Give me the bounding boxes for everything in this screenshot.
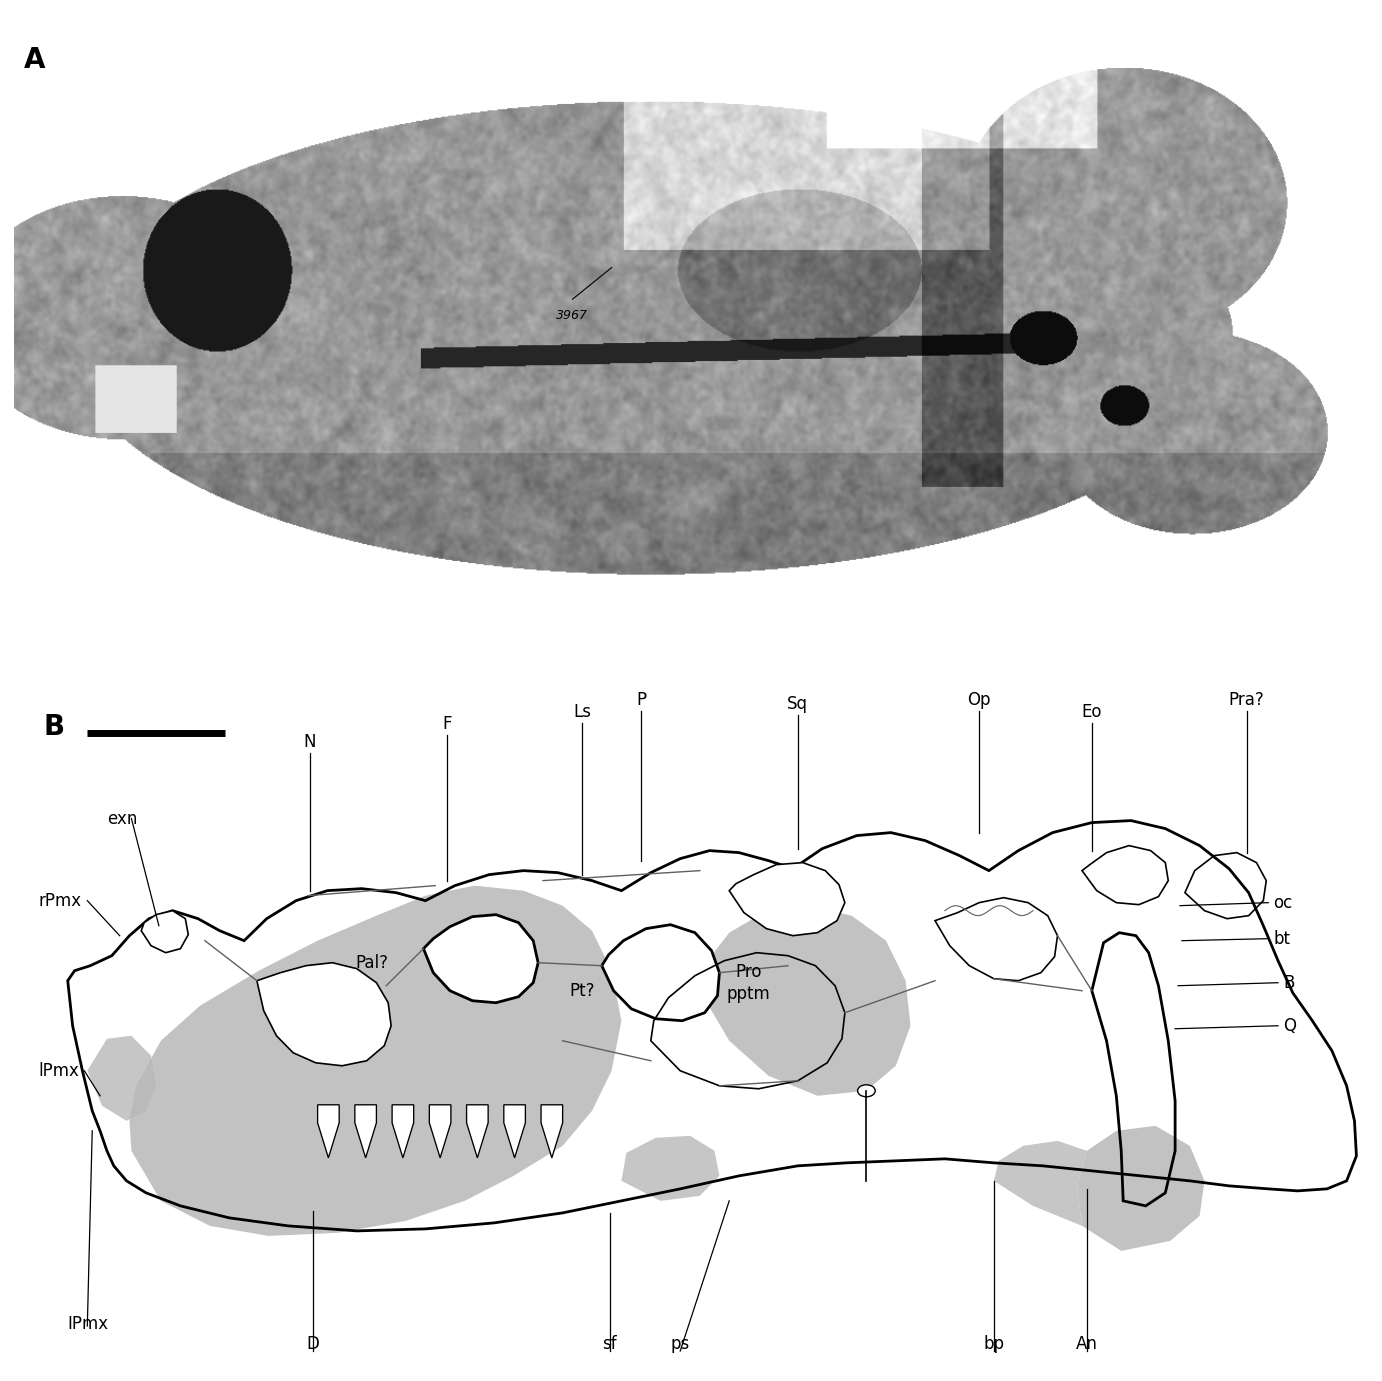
Text: Pt?: Pt?: [569, 982, 596, 1000]
Polygon shape: [622, 1135, 720, 1201]
Text: A: A: [23, 46, 46, 73]
Polygon shape: [542, 1105, 562, 1157]
Text: pptm: pptm: [727, 985, 771, 1003]
Polygon shape: [1077, 1126, 1205, 1251]
Polygon shape: [601, 925, 720, 1021]
Polygon shape: [699, 906, 911, 1095]
Text: 3967: 3967: [557, 308, 589, 322]
Text: bp: bp: [984, 1335, 1005, 1353]
Polygon shape: [392, 1105, 413, 1157]
Text: Pra?: Pra?: [1229, 690, 1265, 708]
Text: lPmx: lPmx: [39, 1062, 79, 1080]
Polygon shape: [430, 1105, 451, 1157]
Text: D: D: [307, 1335, 319, 1353]
Polygon shape: [423, 914, 538, 1003]
Polygon shape: [257, 963, 391, 1066]
Text: Pro: Pro: [735, 963, 761, 981]
Text: Op: Op: [967, 690, 991, 708]
Text: Eo: Eo: [1082, 703, 1101, 721]
Text: sf: sf: [603, 1335, 616, 1353]
Polygon shape: [504, 1105, 525, 1157]
Ellipse shape: [858, 1085, 875, 1097]
Polygon shape: [994, 1141, 1086, 1226]
Text: B: B: [43, 713, 65, 740]
Text: IPmx: IPmx: [68, 1315, 109, 1333]
Text: F: F: [442, 714, 452, 732]
Text: Q: Q: [1282, 1016, 1296, 1034]
Text: oc: oc: [1273, 894, 1292, 911]
Text: ps: ps: [670, 1335, 690, 1353]
Text: Sq: Sq: [788, 695, 808, 713]
Polygon shape: [130, 885, 622, 1236]
Polygon shape: [318, 1105, 339, 1157]
Text: rPmx: rPmx: [39, 892, 82, 910]
Text: Ls: Ls: [574, 703, 591, 721]
Text: An: An: [1077, 1335, 1097, 1353]
Text: B: B: [1282, 974, 1295, 992]
Polygon shape: [141, 910, 188, 953]
Polygon shape: [87, 1036, 156, 1121]
Text: P: P: [636, 690, 645, 708]
Polygon shape: [467, 1105, 488, 1157]
Text: N: N: [304, 732, 316, 750]
Polygon shape: [730, 863, 844, 936]
Polygon shape: [355, 1105, 376, 1157]
Text: exn: exn: [106, 809, 137, 827]
Text: bt: bt: [1273, 929, 1291, 947]
Text: Pal?: Pal?: [355, 954, 388, 972]
